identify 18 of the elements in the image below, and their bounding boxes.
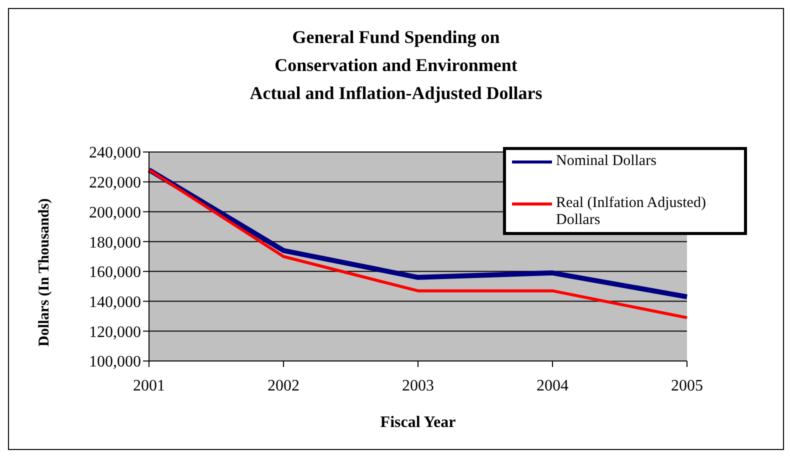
y-tick-label: 200,000 xyxy=(89,204,141,222)
x-tick-label: 2005 xyxy=(671,377,703,394)
y-tick-label: 160,000 xyxy=(89,264,141,282)
y-tick-label: 220,000 xyxy=(89,174,141,192)
y-tick-label: 100,000 xyxy=(89,354,141,371)
x-axis-title: Fiscal Year xyxy=(380,414,456,431)
chart-title: General Fund Spending on Conservation and Environment Actual and Inflation-Adjusted Dollars xyxy=(248,26,544,105)
legend-label: Nominal Dollars xyxy=(556,153,656,170)
x-tick-label: 2002 xyxy=(268,377,300,394)
x-tick-label: 2003 xyxy=(402,377,434,394)
y-tick-label: 180,000 xyxy=(89,234,141,252)
y-tick-label: 240,000 xyxy=(89,144,141,162)
x-tick-label: 2001 xyxy=(133,377,165,394)
y-tick-label: 120,000 xyxy=(89,324,141,341)
legend-label: Real (Inlfation Adjusted) Dollars xyxy=(556,195,707,229)
x-tick-label: 2004 xyxy=(536,377,568,394)
y-axis-title: Dollars (In Thousands) xyxy=(36,198,52,346)
y-tick-label: 140,000 xyxy=(89,294,141,311)
